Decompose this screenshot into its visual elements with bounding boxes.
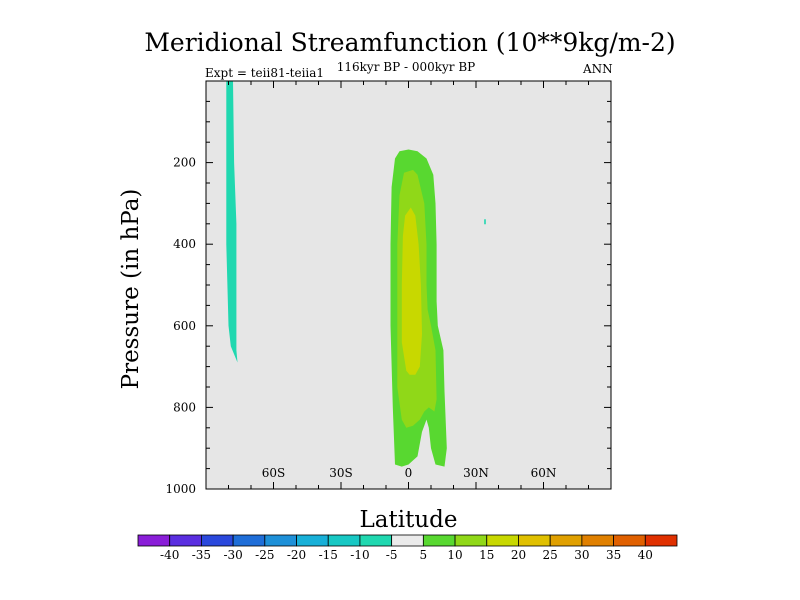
y-tick-label: 200 bbox=[173, 156, 196, 170]
colorbar-box bbox=[359, 534, 393, 547]
colorbar-box bbox=[169, 534, 202, 547]
colorbar-label: 15 bbox=[479, 548, 494, 562]
x-tick-label: 0 bbox=[405, 466, 413, 480]
y-tick-label: 400 bbox=[173, 237, 196, 251]
colorbar-label: -30 bbox=[223, 548, 242, 562]
colorbar-box bbox=[644, 534, 678, 547]
x-tick-label: 30S bbox=[329, 466, 353, 480]
colorbar-box bbox=[549, 534, 583, 547]
colorbar-box bbox=[327, 534, 361, 547]
colorbar-box bbox=[486, 534, 519, 547]
colorbar-label: -25 bbox=[255, 548, 274, 562]
experiment-label: Expt = teii81-teiia1 bbox=[205, 66, 325, 80]
chart-title: Meridional Streamfunction (10**9kg/m-2) bbox=[144, 28, 676, 57]
y-tick-label: 600 bbox=[173, 319, 196, 333]
colorbar-box bbox=[232, 534, 266, 547]
colorbar-label: -5 bbox=[386, 548, 398, 562]
y-tick-label: 1000 bbox=[165, 482, 196, 496]
y-axis-label: Pressure (in hPa) bbox=[118, 189, 144, 390]
colorbar-label: 40 bbox=[638, 548, 653, 562]
colorbar-label: 10 bbox=[447, 548, 462, 562]
colorbar-box bbox=[296, 534, 329, 547]
colorbar-box bbox=[613, 534, 646, 547]
colorbar-box bbox=[137, 534, 171, 547]
colorbar-box bbox=[264, 534, 297, 547]
region-dot-0 bbox=[484, 219, 486, 225]
season-label: ANN bbox=[583, 62, 613, 76]
colorbar-box bbox=[422, 534, 456, 547]
x-tick-label: 30N bbox=[463, 466, 489, 480]
colorbar-box bbox=[581, 534, 614, 547]
chart-subtitle: 116kyr BP - 000kyr BP bbox=[336, 60, 476, 74]
colorbar-label: -40 bbox=[160, 548, 179, 562]
colorbar-label: 30 bbox=[574, 548, 589, 562]
colorbar-box bbox=[454, 534, 488, 547]
colorbar-label: 25 bbox=[543, 548, 558, 562]
x-axis-label: Latitude bbox=[360, 507, 458, 533]
colorbar-box bbox=[391, 534, 424, 547]
colorbar-box bbox=[201, 534, 234, 547]
region-southern-negative-cell bbox=[226, 81, 238, 363]
x-tick-label: 60S bbox=[262, 466, 286, 480]
y-tick-label: 800 bbox=[173, 400, 196, 414]
colorbar-label: 20 bbox=[511, 548, 526, 562]
colorbar-label: -35 bbox=[192, 548, 211, 562]
colorbar-label: -10 bbox=[350, 548, 369, 562]
colorbar-box bbox=[518, 534, 551, 547]
region-central-positive-core bbox=[401, 207, 422, 375]
colorbar-label: 35 bbox=[606, 548, 621, 562]
colorbar-label: 5 bbox=[420, 548, 428, 562]
x-tick-label: 60N bbox=[531, 466, 557, 480]
colorbar-label: -20 bbox=[287, 548, 306, 562]
colorbar-label: -15 bbox=[319, 548, 338, 562]
